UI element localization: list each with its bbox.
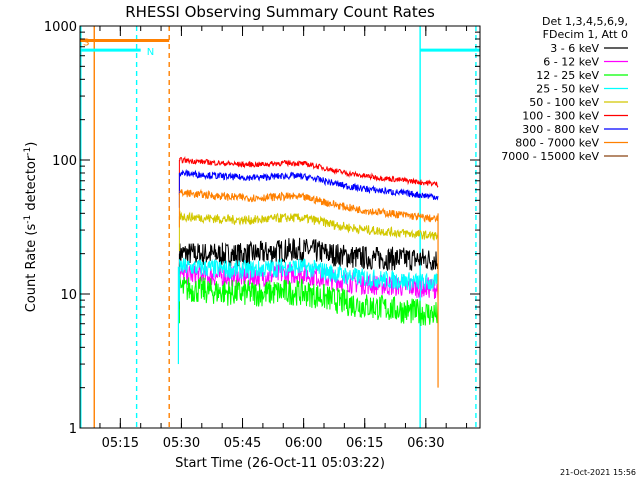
legend-label: 800 - 7000 keV [515, 137, 599, 150]
x-tick-label: 06:30 [407, 436, 444, 451]
series-line [178, 275, 439, 327]
legend-label: 300 - 800 keV [522, 123, 599, 136]
legend: Det 1,3,4,5,6,9, FDecim 1, Att 0 3 - 6 k… [501, 15, 628, 163]
series-line [178, 210, 439, 241]
flag-markers: SN [80, 37, 480, 58]
x-tick-label: 06:15 [346, 436, 383, 451]
legend-label: 6 - 12 keV [543, 56, 599, 69]
legend-header-line-1: Det 1,3,4,5,6,9, [542, 15, 628, 28]
series-line [178, 237, 439, 271]
x-tick-label: 05:15 [102, 436, 139, 451]
legend-header-line-2: FDecim 1, Att 0 [543, 28, 628, 41]
y-tick-label: 1 [69, 422, 77, 437]
x-axis-label: Start Time (26-Oct-11 05:03:22) [175, 456, 385, 471]
legend-label: 50 - 100 keV [529, 96, 599, 109]
series-lines [177, 156, 439, 388]
x-tick-label: 05:45 [224, 436, 261, 451]
flag-label: N [147, 47, 154, 58]
chart-title: RHESSI Observing Summary Count Rates [125, 3, 435, 21]
timestamp: 21-Oct-2021 15:56 [560, 468, 636, 477]
y-tick-label: 1000 [44, 20, 77, 35]
x-axis: 05:15 05:30 05:45 06:00 06:15 06:30 [99, 26, 468, 451]
series-line [178, 156, 439, 188]
plot-frame [79, 25, 481, 429]
y-axis-label: Count Rate (s-1 detector-1) [23, 142, 39, 313]
flag-label: S [83, 37, 89, 48]
series-line [178, 257, 439, 291]
legend-label: 100 - 300 keV [522, 110, 599, 123]
legend-label: 25 - 50 keV [536, 83, 599, 96]
legend-label: 7000 - 15000 keV [501, 150, 599, 163]
x-tick-label: 06:00 [285, 436, 322, 451]
y-tick-label: 100 [52, 154, 77, 169]
series-line [179, 188, 439, 223]
x-tick-label: 05:30 [163, 436, 200, 451]
y-tick-label: 10 [60, 288, 77, 303]
legend-label: 12 - 25 keV [536, 69, 599, 82]
boundary-lines [80, 26, 477, 428]
y-axis: 1 10 100 1000 [44, 20, 480, 437]
series-line [178, 168, 439, 201]
legend-label: 3 - 6 keV [550, 42, 599, 55]
